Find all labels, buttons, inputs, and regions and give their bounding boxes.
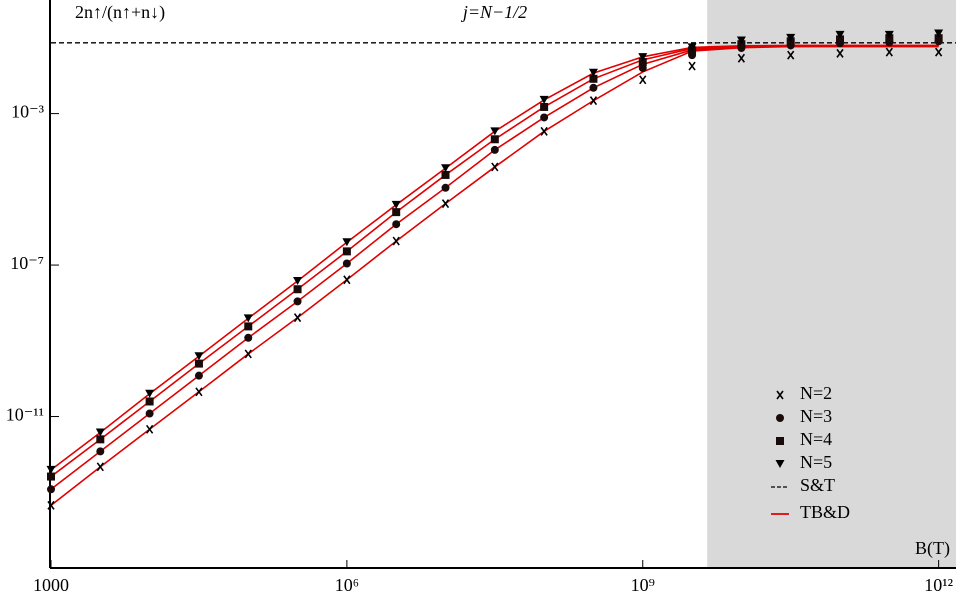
y-axis-label: 2n↑/(n↑+n↓) [75,2,165,23]
data-point [835,30,845,39]
data-point [293,276,303,285]
data-point [441,170,450,179]
legend-marker [776,414,784,422]
chart-title: j=N−1/2 [461,2,527,22]
data-point [145,389,155,398]
data-point [194,371,203,380]
y-tick-label: 10⁻¹¹ [6,405,44,425]
data-point [490,127,500,136]
data-point [540,113,549,122]
data-point [589,74,598,83]
x-tick-label: 10⁹ [631,575,655,595]
data-point [441,164,451,173]
legend-marker [776,437,784,445]
data-point [194,359,203,368]
x-tick-label: 10⁶ [335,575,359,595]
data-point [786,33,796,42]
data-point [490,145,499,154]
data-point [244,333,253,342]
x-tick-label: 10¹² [924,575,953,595]
background-layer [707,0,956,568]
data-point [540,102,549,111]
data-point [392,220,401,229]
legend-label: S&T [800,475,835,495]
data-point [491,162,499,172]
data-point [195,387,203,397]
legend-marker [776,390,784,400]
data-point [47,500,55,510]
data-point [638,58,647,67]
data-point [244,322,253,331]
data-point [687,43,697,52]
data-point [293,285,302,294]
legend-label: N=5 [800,452,832,472]
data-point [391,200,401,209]
data-point [96,435,105,444]
data-point [736,36,746,45]
data-point [145,409,154,418]
data-point [934,47,943,57]
data-point [293,297,302,306]
data-point [589,83,598,92]
data-point [46,465,56,474]
data-point [47,472,55,481]
data-point [293,313,302,323]
legend-label: N=2 [800,383,832,403]
data-point [194,352,204,361]
data-point [737,53,746,63]
y-tick-label: 10⁻³ [11,102,45,122]
x-tick-label: 1000 [33,575,69,595]
data-point [836,48,844,58]
data-point [342,238,352,247]
data-point [588,68,598,77]
data-point [145,424,154,434]
shaded-region [707,0,956,568]
data-point [539,95,549,104]
y-tick-label: 10⁻⁷ [10,253,44,273]
data-point [934,29,944,38]
data-point [490,135,499,144]
data-point [441,183,450,192]
data-point [244,349,252,359]
data-point [836,35,845,44]
legend-label: TB&D [800,502,850,522]
legend-marker [775,460,785,468]
data-point [787,50,795,60]
data-point [885,47,893,57]
data-point [884,30,894,39]
data-point [47,485,55,494]
data-point [934,34,943,43]
data-point [96,462,104,472]
data-point [145,397,154,406]
data-point [589,96,598,106]
data-point [96,447,105,456]
data-point [95,428,105,437]
data-point [342,259,351,268]
data-point [638,53,648,62]
data-point [243,314,253,323]
legend-label: N=3 [800,406,832,426]
data-point [342,247,351,256]
data-point [639,75,647,85]
data-point [688,61,696,71]
data-point [343,275,351,285]
legend-label: N=4 [800,429,832,449]
data-point [392,236,400,246]
x-axis-label: B(T) [915,538,950,559]
data-point [392,208,401,217]
data-point [540,126,548,136]
data-point [441,199,450,209]
